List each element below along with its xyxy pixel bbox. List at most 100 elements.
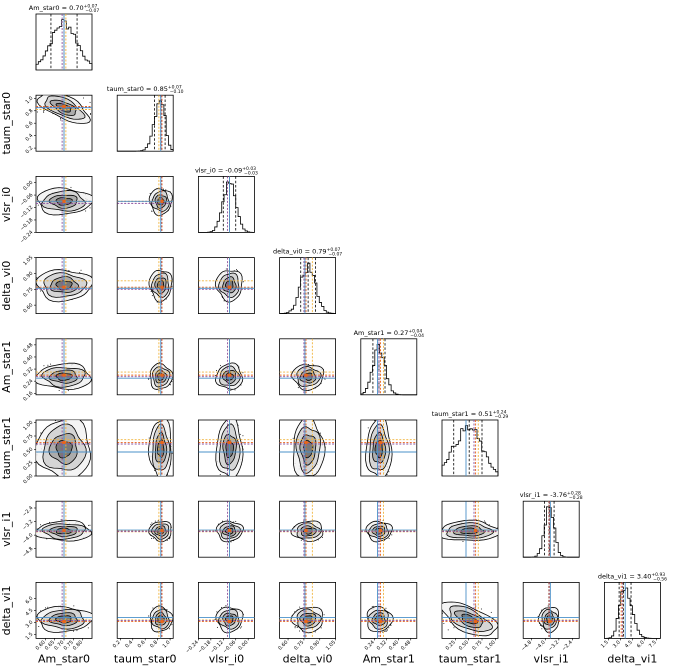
sample-point <box>155 478 156 479</box>
sample-point <box>158 390 160 392</box>
y-tick-label: −4.0 <box>22 532 35 545</box>
y-tick-label: −4.8 <box>22 546 35 559</box>
sample-point <box>442 612 443 614</box>
sample-point <box>34 282 35 283</box>
x-tick-label: 0.32 <box>376 640 388 652</box>
sample-point <box>320 432 322 434</box>
x-tick-label: 0.80 <box>72 640 84 652</box>
y-tick-label: 0.75 <box>22 286 34 298</box>
sample-point <box>384 630 386 632</box>
sample-point <box>38 626 40 627</box>
x-tick-label: 0.90 <box>309 640 321 652</box>
sample-point <box>315 418 316 419</box>
truth-marker <box>227 528 232 532</box>
sample-point <box>296 627 298 629</box>
x-tick-label: 0.6 <box>137 640 147 650</box>
truth-marker <box>160 440 164 444</box>
sample-point <box>54 420 56 422</box>
panel-Am_star1-vs-delta_vi0 <box>279 338 337 396</box>
x-tick-label: 3.0 <box>612 640 622 650</box>
x-tick-label: 0.75 <box>293 640 305 652</box>
truth-marker <box>62 528 66 532</box>
sample-point <box>385 607 387 609</box>
truth-marker <box>304 620 308 624</box>
sample-point <box>168 628 170 630</box>
x-tick-label: 7.5 <box>648 640 658 650</box>
sample-point <box>80 269 82 271</box>
x-tick-label: 1.0 <box>162 640 172 650</box>
sample-point <box>150 524 152 526</box>
panel-taum_star1-vs-delta_vi0 <box>279 418 337 477</box>
sample-point <box>388 537 390 539</box>
sample-point <box>440 526 441 527</box>
sample-point <box>220 365 222 367</box>
y-tick-label: 0.50 <box>22 447 34 459</box>
sample-point <box>171 452 173 454</box>
sample-point <box>501 533 502 534</box>
x-tick-label: 1.00 <box>485 640 497 652</box>
sample-point <box>89 113 91 115</box>
x-tick-label: −4.8 <box>520 640 533 653</box>
y-tick-label: 0.8 <box>25 108 35 118</box>
sample-point <box>48 521 50 523</box>
sample-point <box>234 389 236 391</box>
truth-marker <box>474 620 478 624</box>
y-tick-label: 3.0 <box>25 620 35 630</box>
sample-point <box>437 531 438 532</box>
panel-title-delta_vi0: delta_vi0 = 0.79+0.07 −0.07 <box>273 247 342 258</box>
sample-point <box>149 193 151 195</box>
sample-point <box>475 605 477 607</box>
sample-point <box>221 607 223 609</box>
sample-point <box>56 417 57 418</box>
x-tick-label: 0.40 <box>388 640 400 652</box>
x-axis-label-delta_vi1: delta_vi1 <box>607 652 657 665</box>
sample-point <box>47 606 49 608</box>
sample-point <box>233 521 235 523</box>
x-tick-label: 0.25 <box>445 640 457 652</box>
x-axis-label-taum_star0: taum_star0 <box>114 652 177 665</box>
sample-point <box>371 606 373 608</box>
x-tick-label: 0.50 <box>458 640 470 652</box>
x-tick-label: 6.0 <box>636 640 646 650</box>
sample-point <box>313 364 315 366</box>
truth-marker <box>62 373 66 377</box>
sample-point <box>93 620 94 621</box>
sample-point <box>242 281 244 283</box>
sample-point <box>148 437 150 439</box>
x-tick-label: −4.0 <box>534 640 547 653</box>
sample-point <box>36 277 38 279</box>
sample-point <box>303 520 305 522</box>
sample-point <box>150 291 152 292</box>
y-axis-label-vlsr_i0: vlsr_i0 <box>0 187 13 222</box>
sample-point <box>235 520 237 522</box>
sample-point <box>33 204 34 205</box>
sample-point <box>236 269 238 271</box>
x-tick-label: 0.75 <box>471 640 483 652</box>
sample-point <box>43 111 45 113</box>
panel-taum_star1-vs-taum_star0 <box>116 419 174 479</box>
sample-point <box>388 471 390 473</box>
sample-point <box>225 268 227 270</box>
sample-point <box>386 630 388 632</box>
panel-frame <box>360 338 418 396</box>
panel-title-Am_star1: Am_star1 = 0.27+0.04 −0.04 <box>354 328 425 339</box>
sample-point <box>323 614 325 616</box>
sample-point <box>43 110 45 112</box>
panel-taum_star0-vs-taum_star0: taum_star0 = 0.85+0.07 −0.10 <box>107 85 184 152</box>
sample-point <box>73 630 74 632</box>
sample-point <box>171 624 173 626</box>
sample-point <box>500 619 501 620</box>
panel-vlsr_i1-vs-Am_star0: −4.8−4.0−3.2−2.4 vlsr_i1 <box>0 500 93 559</box>
y-axis-label-Am_star1: Am_star1 <box>0 341 13 393</box>
panel-delta_vi0-vs-delta_vi0: delta_vi0 = 0.79+0.07 −0.07 <box>273 247 342 315</box>
x-tick-label: −0.24 <box>185 640 200 655</box>
sample-point <box>234 479 235 480</box>
panel-Am_star1-vs-taum_star0 <box>116 338 174 396</box>
truth-marker <box>160 620 164 624</box>
sample-point <box>89 101 91 103</box>
panel-delta_vi1-vs-taum_star0: 0.2 0.4 0.6 0.8 1.0 taum_star0 <box>112 582 177 665</box>
truth-marker <box>227 620 232 624</box>
